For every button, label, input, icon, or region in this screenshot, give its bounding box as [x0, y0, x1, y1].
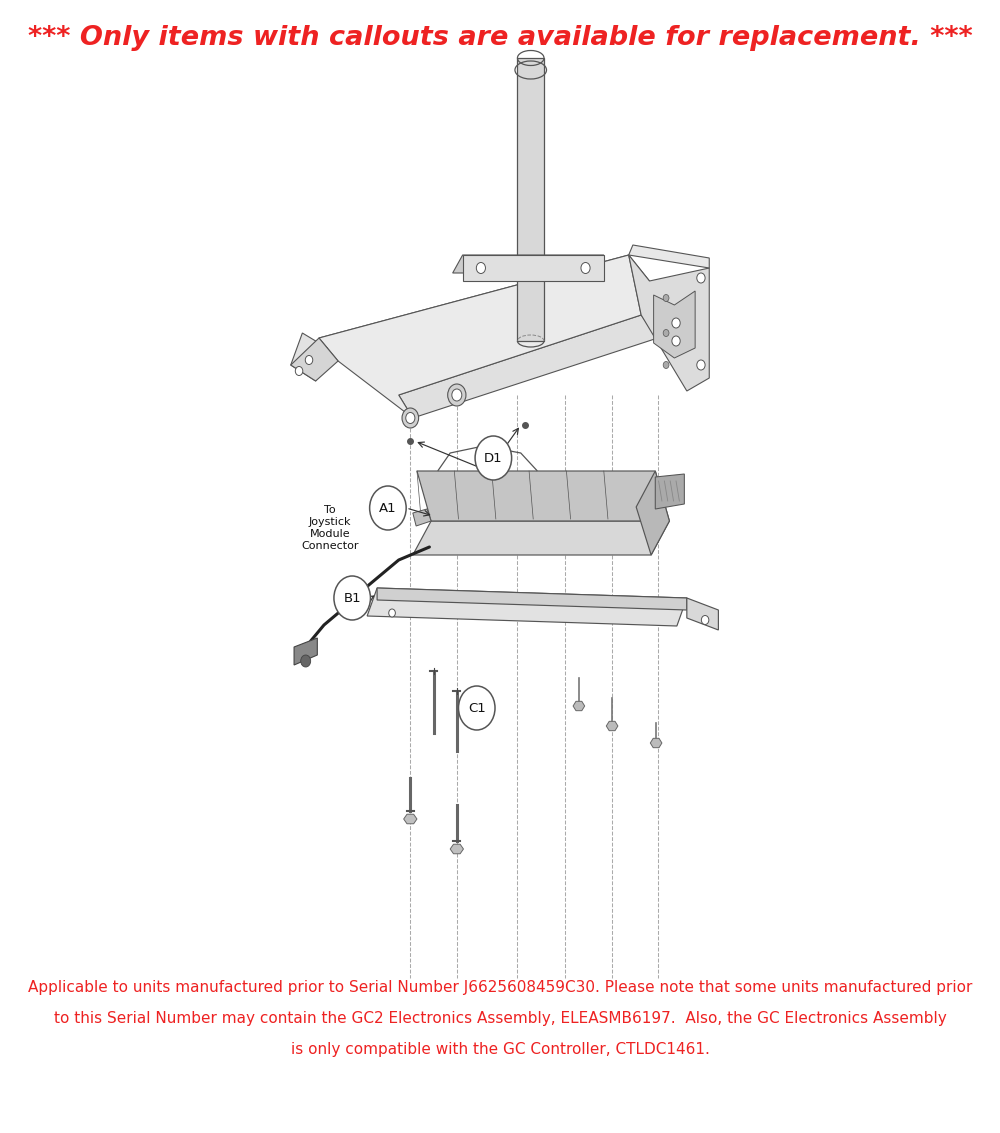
Polygon shape [654, 291, 695, 358]
Circle shape [701, 615, 709, 624]
Text: B1: B1 [343, 591, 361, 605]
Polygon shape [629, 245, 709, 269]
Circle shape [448, 384, 466, 406]
Polygon shape [453, 255, 604, 273]
Circle shape [697, 360, 705, 370]
Circle shape [389, 610, 395, 617]
Polygon shape [319, 255, 641, 418]
Polygon shape [606, 722, 618, 731]
Circle shape [663, 330, 669, 337]
Text: To
Joystick
Module
Connector: To Joystick Module Connector [301, 505, 359, 551]
Text: D1: D1 [484, 451, 503, 465]
Polygon shape [377, 588, 687, 610]
Text: A1: A1 [379, 502, 397, 514]
Circle shape [476, 263, 485, 273]
Polygon shape [417, 471, 669, 521]
Circle shape [581, 263, 590, 273]
Polygon shape [291, 338, 338, 381]
Circle shape [475, 436, 512, 480]
Circle shape [305, 356, 313, 365]
Circle shape [663, 295, 669, 301]
Polygon shape [655, 474, 684, 509]
Text: to this Serial Number may contain the GC2 Electronics Assembly, ELEASMB6197.  Al: to this Serial Number may contain the GC… [54, 1011, 946, 1026]
Circle shape [402, 408, 419, 428]
Circle shape [301, 655, 311, 667]
Circle shape [370, 486, 406, 530]
Polygon shape [367, 588, 687, 627]
Polygon shape [650, 739, 662, 748]
Polygon shape [413, 509, 431, 526]
Polygon shape [573, 701, 585, 710]
Text: Applicable to units manufactured prior to Serial Number J6625608459C30. Please n: Applicable to units manufactured prior t… [28, 980, 972, 995]
Circle shape [697, 273, 705, 283]
Polygon shape [629, 255, 709, 391]
Polygon shape [517, 58, 544, 341]
Polygon shape [399, 315, 658, 418]
Circle shape [672, 318, 680, 327]
Circle shape [452, 389, 462, 401]
Polygon shape [291, 333, 327, 381]
Polygon shape [450, 844, 463, 854]
Circle shape [406, 412, 415, 424]
Polygon shape [294, 638, 317, 665]
Circle shape [672, 337, 680, 346]
Circle shape [295, 366, 303, 375]
Circle shape [458, 685, 495, 730]
Circle shape [334, 576, 370, 620]
Text: is only compatible with the GC Controller, CTLDC1461.: is only compatible with the GC Controlle… [291, 1042, 709, 1057]
Polygon shape [636, 471, 669, 555]
Text: *** Only items with callouts are available for replacement. ***: *** Only items with callouts are availab… [28, 25, 972, 51]
Text: C1: C1 [468, 701, 486, 715]
Polygon shape [413, 521, 669, 555]
Polygon shape [404, 815, 417, 824]
Polygon shape [463, 255, 604, 281]
Polygon shape [687, 598, 718, 630]
Circle shape [663, 361, 669, 368]
Polygon shape [319, 255, 649, 361]
